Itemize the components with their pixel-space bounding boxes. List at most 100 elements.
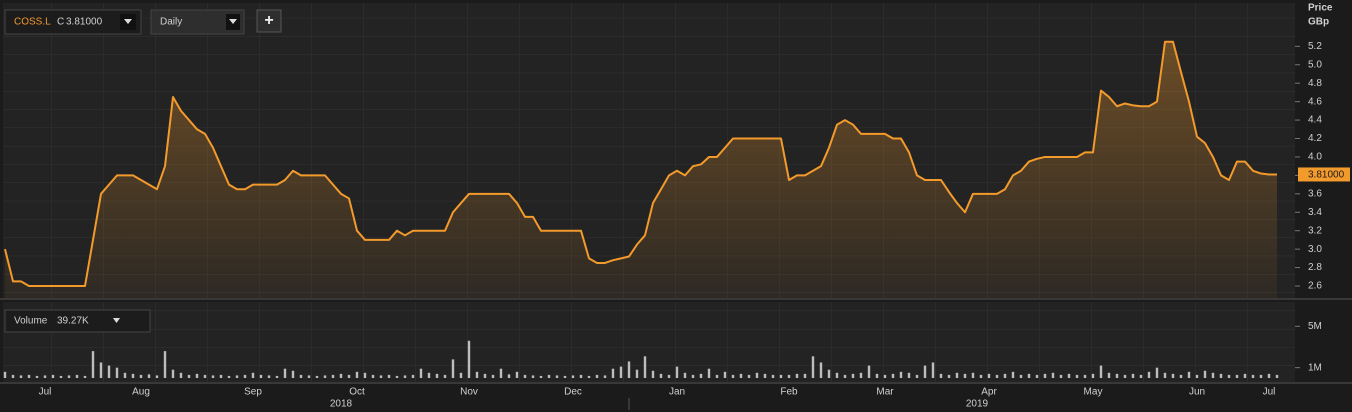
volume-bar	[499, 368, 503, 378]
volume-bar	[1179, 374, 1183, 378]
volume-bar	[195, 373, 199, 378]
volume-bar	[1259, 374, 1263, 378]
volume-bar	[819, 362, 823, 378]
volume-bar	[1275, 374, 1279, 378]
volume-bar	[75, 374, 79, 378]
volume-bar	[571, 375, 575, 378]
symbol-box[interactable]: COSS.L C 3.81000	[4, 9, 142, 35]
volume-bar	[619, 366, 623, 378]
y-tick-label: 2.8	[1308, 262, 1322, 273]
volume-tick-label: 1M	[1308, 362, 1322, 373]
volume-bar	[515, 371, 519, 378]
y-tick-label: 4.0	[1308, 152, 1322, 163]
y-tick-label: 4.2	[1308, 133, 1322, 144]
volume-bar	[91, 351, 95, 378]
volume-bar	[131, 373, 135, 378]
last-price-box	[1298, 167, 1350, 182]
volume-label: Volume	[14, 316, 48, 327]
volume-bar	[707, 368, 711, 378]
volume-bar	[883, 374, 887, 378]
volume-bar	[275, 375, 279, 378]
volume-bar	[475, 371, 479, 378]
interval-box[interactable]: Daily	[150, 9, 245, 35]
volume-bar	[1011, 371, 1015, 378]
y-axis-unit: GBp	[1308, 17, 1329, 28]
volume-bar	[771, 374, 775, 378]
volume-bar	[779, 374, 783, 378]
volume-bar	[715, 374, 719, 378]
volume-bar	[691, 374, 695, 378]
volume-bar	[995, 374, 999, 378]
volume-bar	[243, 374, 247, 378]
dropdown-arrow	[229, 19, 237, 24]
volume-bar	[307, 375, 311, 378]
volume-bar	[491, 374, 495, 378]
volume-bar	[115, 367, 119, 378]
volume-bar	[1219, 373, 1223, 378]
volume-bar	[947, 374, 951, 378]
volume-bar	[1155, 367, 1159, 378]
add-icon: +	[264, 12, 273, 29]
volume-bar	[451, 359, 455, 378]
volume-bar	[299, 374, 303, 378]
volume-bar	[587, 375, 591, 378]
volume-bar	[179, 372, 183, 378]
volume-bar	[1243, 373, 1247, 378]
volume-bar	[643, 356, 647, 378]
volume-bar	[699, 373, 703, 378]
volume-bar	[835, 372, 839, 378]
volume-bar	[107, 365, 111, 378]
add-button[interactable]: +	[256, 9, 282, 33]
volume-bar	[1251, 374, 1255, 378]
add-button-frame	[256, 9, 282, 33]
volume-box[interactable]: Volume 39.27K	[4, 309, 151, 333]
volume-bar	[1139, 374, 1143, 378]
year-label: 2018	[330, 399, 353, 410]
volume-bar	[315, 375, 319, 378]
volume-bar	[1267, 373, 1271, 378]
volume-bar	[811, 356, 815, 378]
volume-bar	[531, 375, 535, 378]
y-tick-label: 5.0	[1308, 59, 1322, 70]
volume-bar	[1083, 374, 1087, 378]
volume-bar	[163, 351, 167, 378]
volume-bar	[395, 375, 399, 378]
volume-bar	[1091, 373, 1095, 378]
year-label: 2019	[966, 399, 989, 410]
y-tick-label: 2.6	[1308, 281, 1322, 292]
volume-bar	[547, 374, 551, 378]
volume-bar	[59, 375, 63, 378]
volume-bar	[579, 374, 583, 378]
volume-bar	[211, 375, 215, 378]
volume-bar	[331, 374, 335, 378]
volume-bar	[443, 374, 447, 378]
volume-bar	[803, 373, 807, 378]
volume-bar	[523, 374, 527, 378]
volume-bar	[1235, 374, 1239, 378]
volume-bar	[907, 372, 911, 378]
y-tick-label: 4.4	[1308, 115, 1322, 126]
volume-bar	[291, 370, 295, 378]
volume-bar	[1227, 374, 1231, 378]
x-tick-label: Oct	[349, 387, 365, 398]
volume-bar	[147, 374, 151, 378]
volume-bar	[99, 362, 103, 378]
volume-bar	[891, 373, 895, 378]
volume-bar	[731, 374, 735, 378]
volume-bar	[563, 375, 567, 378]
volume-bar	[11, 374, 15, 378]
volume-bar	[19, 375, 23, 378]
volume-bar	[267, 375, 271, 378]
volume-bar	[467, 340, 471, 378]
volume-bar	[283, 368, 287, 378]
x-tick-label: Sep	[244, 387, 262, 398]
x-tick-label: Dec	[564, 387, 582, 398]
volume-bar	[27, 374, 31, 378]
volume-bar	[1187, 371, 1191, 378]
y-tick-label: 4.8	[1308, 78, 1322, 89]
volume-bar	[1043, 373, 1047, 378]
volume-bar	[915, 374, 919, 378]
volume-bar	[83, 375, 87, 378]
volume-bar	[931, 362, 935, 378]
